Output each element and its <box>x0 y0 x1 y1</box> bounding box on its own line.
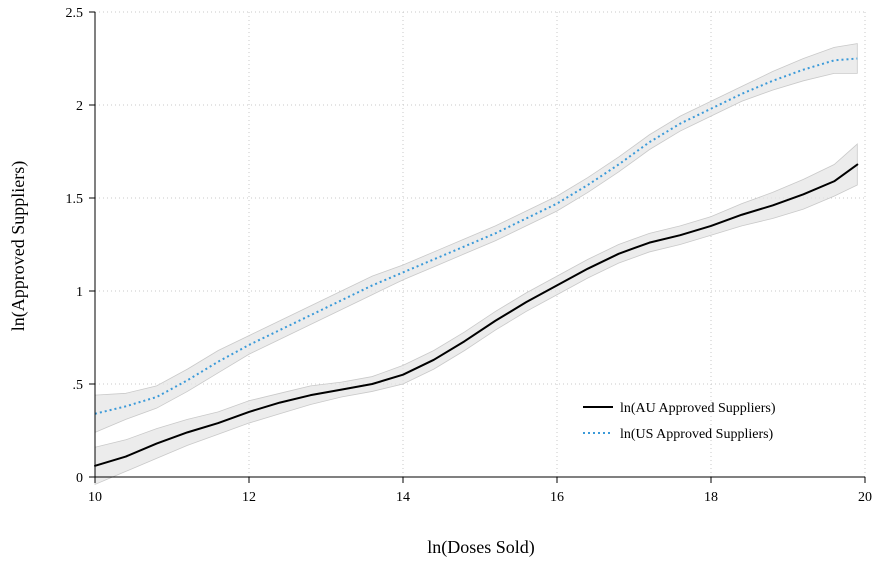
y-tick-label: 2 <box>76 99 83 114</box>
x-tick-label: 10 <box>88 490 102 505</box>
y-tick-label: .5 <box>73 378 84 393</box>
series-line-1 <box>94 57 858 415</box>
x-axis-title: ln(Doses Sold) <box>427 537 535 558</box>
y-tick-label: 2.5 <box>66 6 84 21</box>
x-tick-label: 14 <box>396 490 410 505</box>
axes: 10 12 14 16 18 20 0 .5 1 1.5 2 2.5 <box>66 6 873 505</box>
confidence-band-series-1 <box>94 43 858 433</box>
y-tick-label: 1.5 <box>66 192 84 207</box>
series-lines <box>94 57 859 467</box>
x-tick-label: 16 <box>550 490 564 505</box>
series-line-0 <box>94 163 859 467</box>
y-axis-title: ln(Approved Suppliers) <box>8 161 29 331</box>
confidence-band-series-0 <box>94 143 858 486</box>
x-tick-label: 20 <box>858 490 872 505</box>
confidence-bands <box>94 43 858 486</box>
x-tick-label: 12 <box>242 490 256 505</box>
legend: ln(AU Approved Suppliers) ln(US Approved… <box>583 401 776 442</box>
x-tick-label: 18 <box>704 490 718 505</box>
y-tick-label: 0 <box>76 471 83 486</box>
legend-label-us: ln(US Approved Suppliers) <box>620 427 774 442</box>
y-tick-label: 1 <box>76 285 83 300</box>
legend-label-au: ln(AU Approved Suppliers) <box>620 401 776 416</box>
